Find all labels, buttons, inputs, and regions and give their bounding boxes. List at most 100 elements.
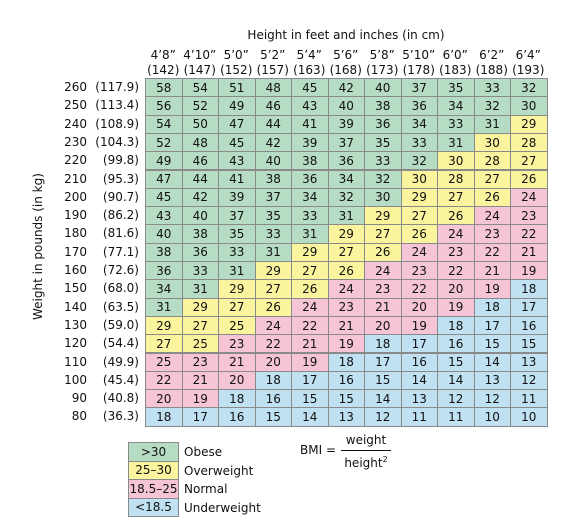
bmi-cell: 26 [400, 224, 438, 244]
row-kg: (117.9) [95, 80, 139, 94]
bmi-cell: 45 [145, 187, 183, 208]
bmi-cell: 20 [218, 370, 256, 391]
row-kg: (81.6) [102, 226, 139, 241]
bmi-cell: 31 [473, 114, 511, 134]
legend-label: Underweight [184, 500, 261, 515]
bmi-cell: 27 [364, 224, 402, 244]
bmi-cell: 42 [181, 187, 219, 208]
legend-swatch: 18.5–25 [128, 479, 179, 499]
bmi-cell: 31 [254, 242, 292, 262]
bmi-cell: 29 [181, 297, 219, 317]
row-pounds: 150 [64, 281, 87, 296]
row-kg: (68.0) [102, 281, 139, 296]
bmi-cell: 22 [400, 279, 438, 299]
bmi-cell: 43 [291, 96, 329, 116]
bmi-cell: 17 [291, 370, 329, 391]
row-kg: (63.5) [102, 299, 139, 314]
bmi-cell: 30 [510, 96, 548, 116]
bmi-cell: 21 [510, 242, 548, 262]
row-pounds: 230 [64, 134, 87, 149]
bmi-cell: 17 [364, 352, 402, 372]
column-cm: (157) [256, 63, 289, 77]
bmi-cell: 20 [364, 315, 402, 336]
column-cm: (173) [366, 63, 399, 77]
bmi-cell: 33 [473, 78, 511, 98]
bmi-cell: 58 [145, 78, 183, 98]
bmi-cell: 15 [291, 389, 329, 409]
bmi-cell: 25 [181, 334, 219, 354]
bmi-cell: 21 [473, 261, 511, 281]
bmi-cell: 33 [437, 114, 475, 134]
legend-label: Normal [184, 482, 228, 496]
bmi-cell: 17 [181, 407, 219, 427]
row-pounds: 210 [64, 171, 87, 186]
bmi-cell: 42 [254, 132, 292, 153]
bmi-cell: 13 [400, 389, 438, 409]
row-kg: (95.3) [102, 171, 139, 186]
bmi-cell: 52 [145, 132, 183, 153]
bmi-cell: 23 [327, 297, 365, 317]
bmi-cell: 18 [145, 407, 183, 427]
legend-label: Overweight [184, 463, 254, 478]
row-pounds: 240 [64, 116, 87, 131]
bmi-cell: 18 [254, 370, 292, 391]
bmi-cell: 19 [400, 315, 438, 336]
bmi-cell: 24 [437, 224, 475, 244]
row-pounds: 130 [64, 317, 87, 332]
bmi-cell: 41 [218, 169, 256, 189]
bmi-cell: 41 [291, 114, 329, 134]
bmi-cell: 27 [327, 242, 365, 262]
row-pounds: 110 [64, 354, 87, 369]
table-title: Height in feet and inches (in cm) [247, 28, 445, 42]
row-kg: (99.8) [102, 153, 139, 168]
bmi-cell: 12 [437, 389, 475, 409]
bmi-cell: 13 [473, 370, 511, 391]
bmi-cell: 32 [327, 187, 365, 208]
bmi-cell: 46 [254, 96, 292, 116]
bmi-cell: 40 [145, 224, 183, 244]
bmi-cell: 22 [291, 315, 329, 336]
bmi-cell: 36 [327, 151, 365, 171]
bmi-cell: 13 [510, 352, 548, 372]
row-kg: (40.8) [102, 391, 139, 406]
column-height: 4’10” [183, 48, 217, 62]
column-cm: (152) [220, 63, 253, 77]
bmi-cell: 54 [145, 114, 183, 134]
fraction-bar [341, 450, 391, 451]
bmi-cell: 18 [364, 334, 402, 354]
bmi-cell: 50 [181, 114, 219, 134]
bmi-cell: 32 [364, 169, 402, 189]
bmi-cell: 34 [400, 114, 438, 134]
bmi-cell: 19 [327, 334, 365, 354]
column-height: 5’4” [296, 48, 322, 62]
bmi-cell: 30 [364, 187, 402, 208]
bmi-cell: 45 [291, 78, 329, 98]
bmi-cell: 14 [473, 352, 511, 372]
bmi-cell: 27 [291, 261, 329, 281]
bmi-cell: 24 [400, 242, 438, 262]
column-height: 5’10” [402, 48, 436, 62]
bmi-cell: 18 [473, 297, 511, 317]
bmi-cell: 39 [291, 132, 329, 153]
bmi-cell: 37 [218, 206, 256, 226]
row-pounds: 250 [64, 98, 87, 113]
row-kg: (90.7) [102, 189, 139, 204]
bmi-cell: 24 [473, 206, 511, 226]
bmi-cell: 11 [400, 407, 438, 427]
bmi-cell: 20 [254, 352, 292, 372]
bmi-cell: 36 [364, 114, 402, 134]
bmi-cell: 26 [327, 261, 365, 281]
bmi-cell: 36 [145, 261, 183, 281]
bmi-cell: 45 [218, 132, 256, 153]
column-cm: (142) [147, 63, 180, 77]
row-kg: (113.4) [95, 98, 139, 113]
bmi-cell: 40 [364, 78, 402, 98]
bmi-cell: 28 [473, 151, 511, 171]
bmi-cell: 40 [181, 206, 219, 226]
bmi-cell: 13 [327, 407, 365, 427]
bmi-cell: 24 [291, 297, 329, 317]
column-height: 6’4” [515, 48, 541, 62]
bmi-cell: 15 [327, 389, 365, 409]
bmi-cell: 16 [254, 389, 292, 409]
